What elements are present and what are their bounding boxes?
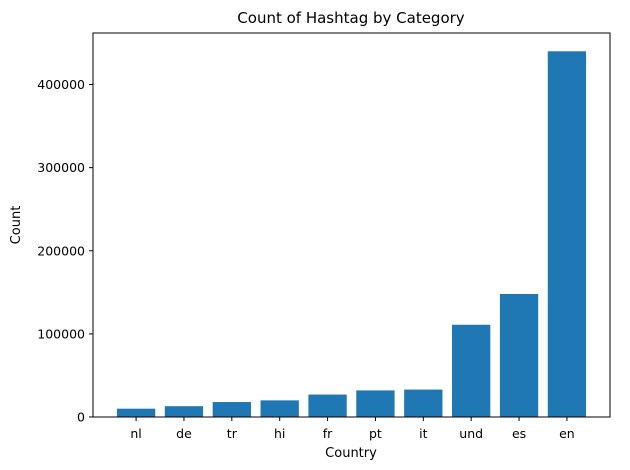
bar-und bbox=[452, 324, 491, 417]
y-axis-label: Count bbox=[9, 206, 24, 245]
bar-en bbox=[547, 51, 587, 418]
bar-de bbox=[164, 406, 204, 417]
x-tick-label: es bbox=[512, 426, 526, 441]
x-tick-label: it bbox=[419, 426, 427, 441]
bar-es bbox=[499, 293, 539, 417]
x-tick-label: de bbox=[176, 426, 192, 441]
x-tick-label: en bbox=[559, 426, 575, 441]
x-tick-label: nl bbox=[130, 426, 141, 441]
bar-hi bbox=[260, 400, 299, 417]
bar-nl bbox=[116, 408, 156, 417]
y-tick-label: 400000 bbox=[37, 77, 85, 92]
x-axis-ticks: nl de tr hi fr pt it und es en bbox=[130, 417, 575, 441]
x-tick-label: und bbox=[459, 426, 483, 441]
y-axis-ticks: 0 100000 200000 300000 400000 bbox=[37, 77, 93, 425]
y-tick-label: 0 bbox=[77, 410, 85, 425]
x-tick-label: pt bbox=[369, 426, 382, 441]
bar-pt bbox=[356, 390, 395, 417]
x-tick-label: fr bbox=[323, 426, 333, 441]
chart-title: Count of Hashtag by Category bbox=[237, 9, 465, 27]
x-tick-label: hi bbox=[274, 426, 285, 441]
bars-group bbox=[116, 51, 587, 418]
x-tick-label: tr bbox=[227, 426, 238, 441]
bar-tr bbox=[212, 402, 251, 417]
bar-fr bbox=[308, 394, 347, 417]
y-tick-label: 300000 bbox=[37, 160, 85, 175]
y-tick-label: 100000 bbox=[37, 326, 85, 341]
y-tick-label: 200000 bbox=[37, 243, 85, 258]
x-axis-label: Country bbox=[325, 446, 377, 461]
plot-area-frame bbox=[92, 32, 611, 418]
bar-it bbox=[404, 389, 443, 417]
